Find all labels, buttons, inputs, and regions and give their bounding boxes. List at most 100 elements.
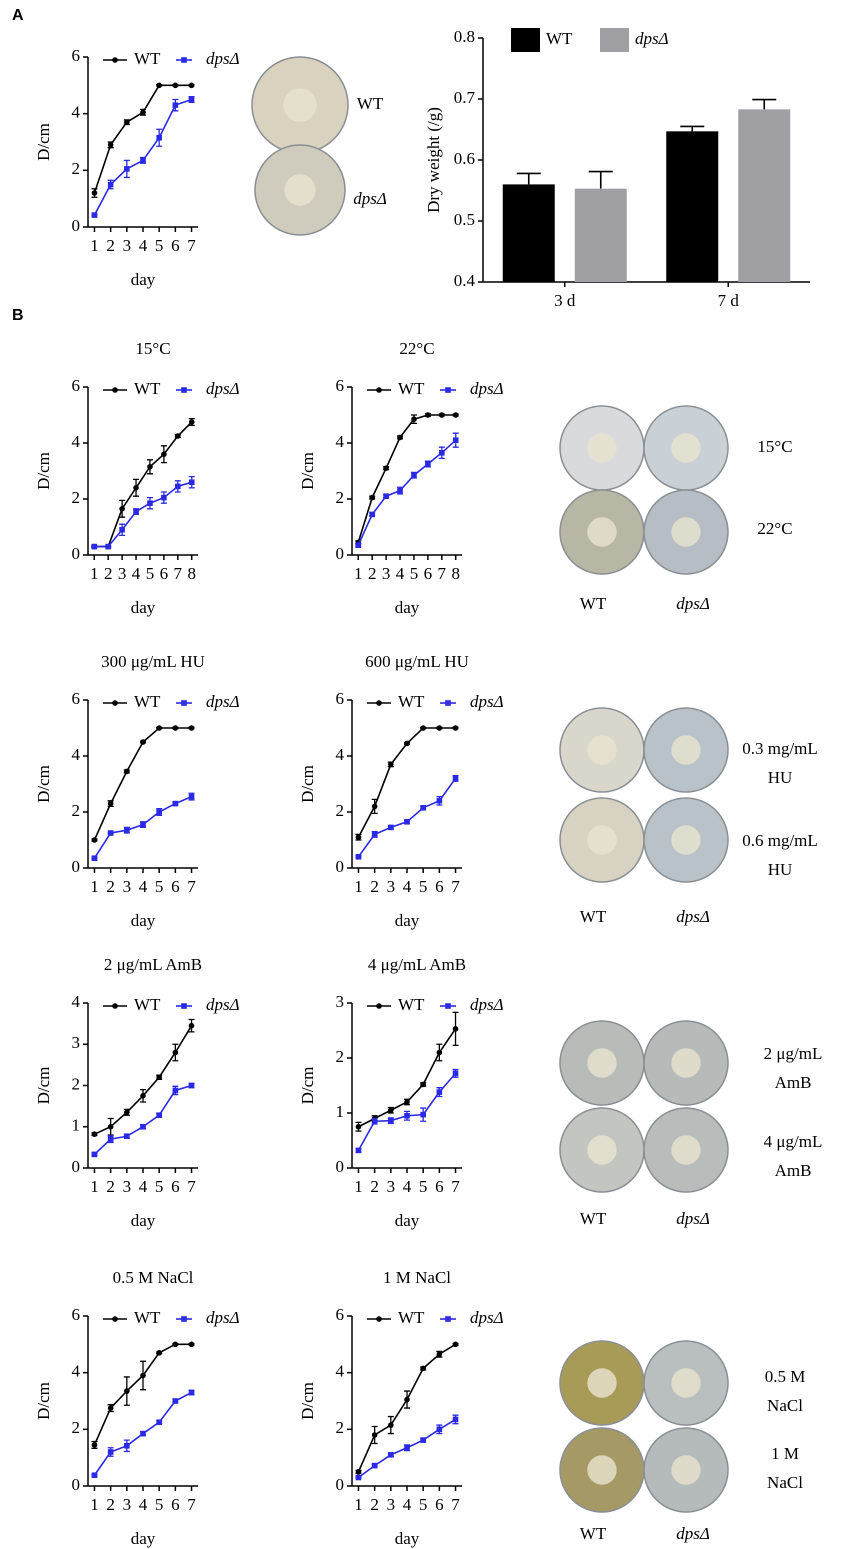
point [372,832,378,838]
photo-column-label: dpsΔ [676,594,710,613]
point [92,1152,98,1158]
point [147,500,153,506]
y-axis-label: D/cm [34,452,53,490]
error-bar [680,126,704,131]
chart-title: 0.5 M NaCl [113,1268,194,1287]
x-tick-label: 1 [90,236,99,255]
chart-title: 1 M NaCl [383,1268,451,1287]
y-axis-label: D/cm [298,1382,317,1420]
point [92,1472,98,1478]
point [175,433,181,439]
point [437,1050,443,1056]
y-tick-label: 2 [72,488,81,507]
y-tick-label: 4 [72,103,81,122]
colony [587,1368,616,1397]
point [189,83,195,89]
point [420,805,426,811]
photo-column-label: dpsΔ [676,1209,710,1228]
x-tick-label: 3 [118,564,127,583]
x-tick-label: 6 [435,877,444,896]
y-tick-label: 6 [72,689,81,708]
x-tick-label: 1 [354,1495,363,1514]
legend-marker [112,1316,118,1322]
y-tick-label: 1 [72,1116,81,1135]
legend-label: WT [546,29,573,48]
colony [284,174,316,206]
x-tick-label: 2 [104,564,113,583]
chart-title: 22°C [399,339,434,358]
point [453,725,459,731]
colony [587,735,616,764]
x-tick-label: 6 [171,1177,180,1196]
y-tick-label: 2 [336,1047,345,1066]
photo-label: WT [357,94,384,113]
x-tick-label: 6 [171,1495,180,1514]
photo-column-label: WT [580,594,607,613]
x-tick-label: 4 [132,564,141,583]
photo-label: HU [768,860,793,879]
x-tick-label: 8 [451,564,460,583]
y-tick-label: 2 [72,801,81,820]
legend-label: WT [398,379,425,398]
point [369,495,375,501]
colony [283,88,317,122]
point [420,725,426,731]
series-line [94,1344,191,1445]
point [124,1110,130,1116]
colony [587,1048,616,1077]
colony [671,517,700,546]
point [124,1388,130,1394]
legend-marker [445,1003,451,1009]
y-axis-label: D/cm [34,123,53,161]
colony [671,735,700,764]
y-tick-label: 6 [336,689,345,708]
photo-label: 15°C [757,437,792,456]
x-tick-label: 4 [403,1495,412,1514]
point [124,119,130,125]
y-tick-label: 2 [336,488,345,507]
point [173,102,179,108]
point [173,83,179,89]
point [453,776,459,782]
photo-label: 2 μg/mL [764,1044,823,1063]
y-axis-label: D/cm [34,765,53,803]
x-tick-label: 1 [90,1177,99,1196]
point [108,142,114,148]
chart-title: 15°C [135,339,170,358]
bar [738,109,790,282]
point [161,495,167,501]
legend-label: dpsΔ [635,29,669,48]
bar [503,184,555,282]
point [383,465,389,471]
point [453,412,459,418]
y-axis-label: D/cm [34,1382,53,1420]
colony [587,1455,616,1484]
point [439,412,445,418]
point [372,1118,378,1124]
point [140,1373,146,1379]
photo-label: AmB [775,1073,812,1092]
point [356,854,362,860]
x-tick-label: 1 [354,877,363,896]
point [156,83,162,89]
point [388,1118,394,1124]
point [356,834,362,840]
legend-marker [181,387,187,393]
legend-marker [445,700,451,706]
x-tick-label: 6 [171,236,180,255]
point [356,1475,362,1481]
legend-marker [445,1316,451,1322]
x-tick-label: 3 [387,877,396,896]
photo-label: dpsΔ [353,189,387,208]
point [147,464,153,470]
point [156,1112,162,1118]
point [91,544,97,550]
point [173,1050,179,1056]
point [173,1398,179,1404]
x-tick-label: 3 [123,1177,132,1196]
point [420,1082,426,1088]
y-tick-label: 0 [336,857,345,876]
x-tick-label: 2 [106,236,115,255]
point [425,412,431,418]
photo-column-label: WT [580,907,607,926]
